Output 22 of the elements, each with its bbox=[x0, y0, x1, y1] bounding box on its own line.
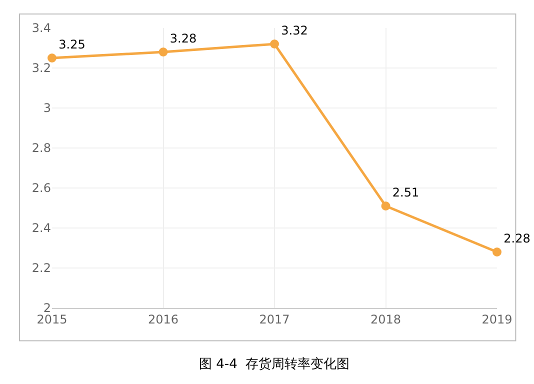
point bbox=[492, 248, 502, 256]
data-label: 2.28 bbox=[504, 231, 530, 246]
x-tick-label: 2019 bbox=[482, 312, 512, 326]
point bbox=[48, 54, 56, 62]
y-tick-label: 3.4 bbox=[32, 21, 51, 36]
data-label: 3.32 bbox=[281, 23, 308, 38]
y-tick-label: 2.6 bbox=[32, 181, 51, 196]
y-tick-label: 3 bbox=[43, 101, 51, 116]
data-label: 3.28 bbox=[170, 31, 197, 46]
data-label: 2.51 bbox=[392, 185, 420, 200]
data-label: 3.25 bbox=[58, 37, 86, 52]
x-tick-label: 2018 bbox=[370, 312, 402, 326]
y-tick-label: 2.4 bbox=[32, 221, 51, 236]
point bbox=[381, 202, 390, 210]
caption: 图 4-4 存货周转率变化图 bbox=[199, 356, 350, 372]
point bbox=[270, 40, 279, 48]
y-tick-label: 2.8 bbox=[32, 141, 51, 156]
y-tick-label: 3.2 bbox=[32, 61, 51, 76]
point bbox=[158, 48, 168, 56]
x-tick-label: 2016 bbox=[148, 312, 179, 326]
y-tick-label: 2.2 bbox=[32, 261, 51, 276]
x-tick-label: 2017 bbox=[259, 312, 290, 326]
